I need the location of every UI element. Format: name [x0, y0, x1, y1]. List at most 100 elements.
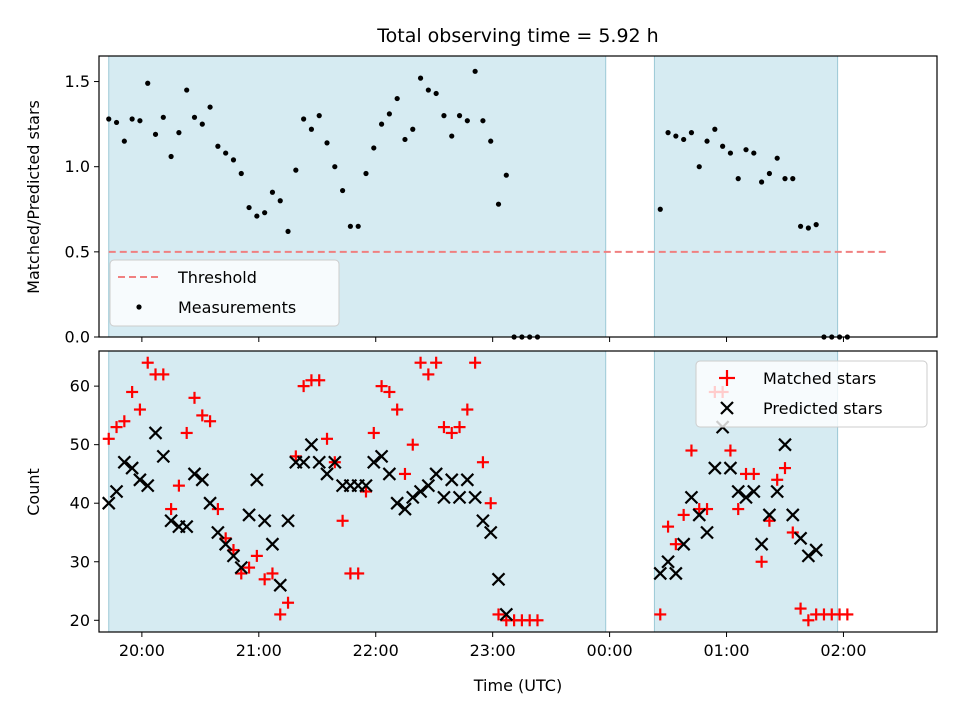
matched-star-point	[398, 467, 411, 480]
measurement-point	[129, 116, 135, 122]
predicted-star-point	[140, 478, 155, 493]
predicted-star-point	[444, 473, 459, 487]
matched-star-point	[126, 385, 139, 398]
measurement-point	[774, 155, 780, 161]
matched-star-point	[227, 544, 240, 557]
measurement-point	[790, 176, 796, 182]
x-stroke-b	[226, 549, 241, 563]
measurement-point	[386, 111, 392, 117]
predicted-star-point	[133, 473, 147, 487]
matched-star-point	[235, 567, 248, 580]
x-stroke-b	[296, 455, 311, 470]
ratio-legend: Threshold Measurements	[109, 259, 340, 327]
legend-threshold-label: Threshold	[177, 268, 257, 287]
predicted-star-point	[731, 484, 745, 499]
predicted-star-point	[374, 449, 389, 464]
x-stroke-b	[661, 554, 675, 569]
x-stroke-b	[179, 519, 194, 534]
predicted-stars-series	[101, 420, 823, 622]
matched-star-point	[701, 503, 714, 516]
ratio-panel: 0.0 0.5 1.0 1.5 Matched/Predicted stars Thr…	[24, 55, 938, 347]
measurement-point	[410, 126, 416, 132]
x-stroke-b	[770, 484, 784, 499]
predicted-star-point	[499, 607, 514, 622]
predicted-star-point	[218, 537, 233, 551]
count-y-tick-label: 20	[70, 611, 90, 630]
predicted-star-point	[801, 549, 816, 563]
measurement-point	[441, 113, 447, 119]
measurement-point	[152, 131, 159, 137]
matched-star-point	[841, 608, 854, 621]
matched-star-point	[669, 538, 682, 551]
predicted-star-point	[273, 578, 288, 592]
measurement-point	[254, 213, 260, 219]
legend-measurements-label: Measurements	[178, 298, 296, 317]
predicted-star-point	[723, 461, 738, 475]
legend-measurements-swatch	[136, 304, 142, 310]
measurement-point	[766, 170, 773, 177]
measurement-point	[137, 118, 143, 124]
predicted-star-point	[328, 455, 342, 470]
measurement-point	[696, 164, 702, 170]
measurement-point	[293, 167, 299, 173]
x-tick-label: 20:00	[119, 641, 165, 660]
predicted-star-point	[242, 508, 256, 522]
x-stroke-b	[700, 525, 714, 540]
matched-star-point	[662, 520, 675, 533]
measurement-point	[433, 90, 439, 97]
x-stroke-b	[250, 473, 264, 487]
matched-star-point	[383, 385, 396, 398]
measurement-point	[371, 145, 377, 151]
measurement-point	[735, 176, 741, 182]
matched-star-point	[196, 409, 209, 422]
predicted-star-point	[468, 490, 482, 505]
ratio-axes: 0.0 0.5 1.0 1.5	[65, 55, 938, 347]
x-stroke-b	[273, 578, 288, 592]
matched-star-point	[437, 421, 450, 434]
matched-star-point	[188, 391, 201, 404]
count-y-tick-label: 30	[70, 552, 90, 571]
measurement-point	[238, 170, 244, 177]
x-stroke-b	[491, 572, 506, 587]
x-stroke-b	[281, 513, 295, 528]
measurement-point	[301, 116, 307, 122]
x-stroke-b	[133, 473, 147, 487]
measurement-point	[121, 138, 127, 144]
x-stroke-b	[809, 543, 823, 557]
measurement-point	[106, 116, 112, 122]
shaded-interval-2	[654, 56, 838, 337]
predicted-star-point	[708, 461, 722, 475]
x-tick-label: 02:00	[820, 641, 866, 660]
predicted-star-point	[483, 525, 498, 540]
x-stroke-b	[304, 437, 319, 452]
x-stroke-b	[692, 508, 707, 522]
measurement-point	[113, 119, 120, 126]
ratio-y-tick-label: 0.0	[65, 328, 90, 347]
legend-predicted-swatch	[720, 401, 734, 415]
x-axis-label: Time (UTC)	[473, 676, 562, 695]
measurement-point	[495, 201, 502, 207]
x-stroke-b	[195, 473, 210, 487]
predicted-star-point	[762, 508, 777, 522]
measurement-point	[378, 121, 385, 127]
measurement-point	[449, 133, 455, 139]
predicted-star-point	[250, 473, 264, 487]
predicted-star-point	[187, 467, 202, 481]
chart-title: Total observing time = 5.92 h	[376, 25, 658, 47]
measurement-point	[665, 130, 671, 136]
measurement-point	[743, 147, 749, 153]
measurement-point	[168, 153, 174, 160]
predicted-star-point	[148, 426, 163, 440]
matched-star-point	[321, 432, 334, 445]
measurement-point	[488, 138, 494, 144]
measurement-point	[657, 206, 663, 212]
x-stroke-b	[328, 455, 342, 470]
predicted-star-point	[382, 467, 397, 481]
matched-star-point	[133, 403, 146, 416]
x-stroke-b	[156, 449, 171, 464]
matched-star-point	[219, 532, 232, 545]
predicted-star-point	[156, 449, 171, 464]
measurement-point	[340, 187, 346, 194]
measurement-point	[402, 136, 408, 143]
predicted-star-point	[281, 513, 295, 528]
